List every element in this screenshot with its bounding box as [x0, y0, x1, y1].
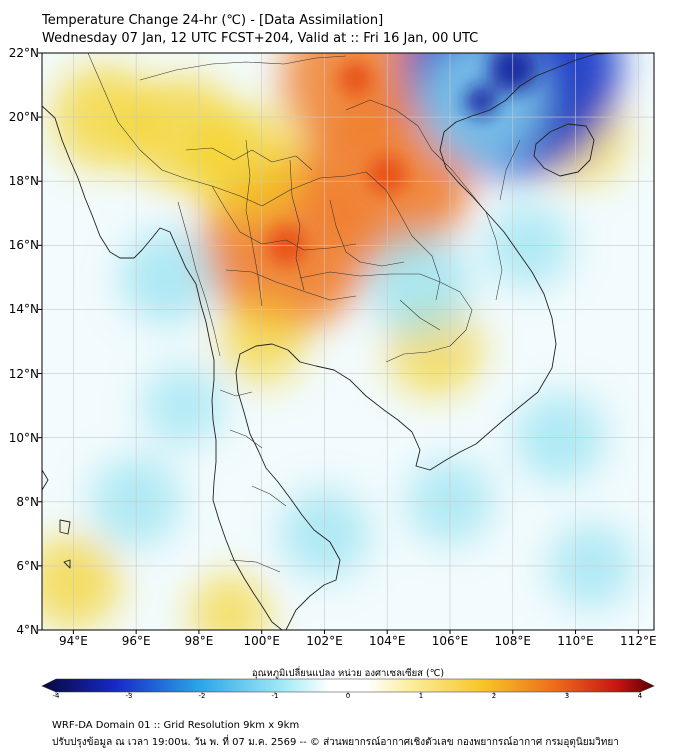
- east-peninsula-coastline: [235, 53, 616, 630]
- province-line: [219, 389, 253, 397]
- lon-tick-label: 100°E: [243, 634, 280, 648]
- field-region-10: [189, 572, 272, 630]
- field-region-2: [281, 53, 430, 153]
- footer-credit: ปรับปรุงข้อมูล ณ เวลา 19:00น. วัน พ. ที่…: [52, 737, 619, 748]
- colorbar-tick-label: -4: [52, 692, 60, 700]
- map-plot-area: [42, 53, 654, 630]
- lat-tick-label: 8°N: [16, 494, 39, 509]
- lon-tick-label: 96°E: [121, 634, 151, 648]
- lat-tick-marks: [38, 52, 42, 631]
- field-region-5: [126, 76, 240, 190]
- colorbar-tick-label: -3: [125, 692, 133, 700]
- lon-tick-label: 98°E: [184, 634, 214, 648]
- field-core-2: [337, 60, 374, 97]
- province-line: [211, 185, 357, 251]
- mekong-border: [261, 171, 441, 301]
- lon-tick-label: 94°E: [58, 634, 88, 648]
- temperature-field: [42, 53, 635, 630]
- colorbar-label: อุณหภูมิเปลี่ยนแปลง หน่วย องศาเซลเซียส (…: [251, 668, 445, 679]
- province-line: [329, 199, 405, 267]
- map-figure: [38, 52, 655, 695]
- colorbar-tick-label: 1: [418, 692, 424, 700]
- footer-model-info: WRF-DA Domain 01 :: Grid Resolution 9km …: [52, 720, 300, 731]
- field-core-12: [465, 85, 498, 118]
- coastline: [42, 53, 616, 630]
- lat-tick-label: 14°N: [8, 302, 39, 317]
- lat-tick-label: 10°N: [8, 430, 39, 445]
- lon-tick-label: 106°E: [431, 634, 469, 648]
- lat-lon-grid: [42, 53, 654, 630]
- province-line: [499, 139, 521, 201]
- hainan-coastline: [533, 123, 595, 177]
- lon-tick-label: 102°E: [306, 634, 343, 648]
- field-region-14: [119, 229, 216, 325]
- province-line: [399, 299, 441, 331]
- province-line: [245, 139, 263, 307]
- lat-tick-label: 18°N: [8, 174, 39, 189]
- field-region-13: [366, 231, 471, 336]
- province-line: [229, 429, 263, 449]
- province-line: [185, 147, 313, 171]
- island-coastline: [42, 469, 49, 491]
- island-coastline: [59, 519, 71, 535]
- colorbar: [41, 678, 655, 695]
- province-line: [289, 159, 305, 291]
- thailand-west-border: [177, 201, 221, 357]
- lon-tick-label: 110°E: [557, 634, 594, 648]
- laos-vietnam-border: [345, 99, 503, 301]
- cambodia-border: [299, 271, 473, 363]
- province-line: [251, 485, 287, 507]
- colorbar-tick-marks: [55, 692, 641, 695]
- myanmar-border: [87, 53, 263, 207]
- colorbar-tick-label: -1: [271, 692, 279, 700]
- field-region-21: [142, 364, 225, 447]
- lon-tick-label: 104°E: [368, 634, 406, 648]
- colorbar-tick-label: 3: [564, 692, 570, 700]
- lat-tick-label: 4°N: [16, 623, 39, 637]
- map-frame-border: [41, 52, 655, 631]
- malaysia-border: [229, 559, 281, 573]
- province-line: [225, 269, 357, 301]
- field-region-9: [42, 534, 121, 630]
- island-coastline: [63, 559, 71, 569]
- lon-tick-marks: [72, 630, 639, 634]
- lon-tick-label: 108°E: [494, 634, 532, 648]
- colorbar-tick-label: -2: [198, 692, 206, 700]
- lat-tick-label: 12°N: [8, 366, 39, 381]
- lat-tick-label: 16°N: [8, 238, 39, 253]
- colorbar-tick-label: 2: [491, 692, 497, 700]
- lat-tick-label: 22°N: [8, 46, 39, 60]
- mainland-coastline: [42, 105, 283, 630]
- lat-tick-label: 6°N: [16, 558, 39, 573]
- colorbar-tick-label: 4: [637, 692, 643, 700]
- page-title: Temperature Change 24-hr (℃) - [Data Ass…: [42, 13, 384, 28]
- borders: [87, 53, 521, 573]
- china-border: [139, 55, 347, 81]
- lon-tick-label: 112°E: [620, 634, 657, 648]
- colorbar-tick-label: 0: [345, 692, 351, 700]
- lat-tick-label: 20°N: [8, 110, 39, 125]
- page-subtitle: Wednesday 07 Jan, 12 UTC FCST+204, Valid…: [42, 31, 479, 46]
